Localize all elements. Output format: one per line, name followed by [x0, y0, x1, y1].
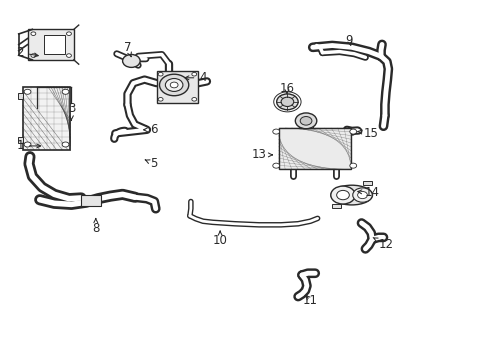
Ellipse shape: [330, 185, 372, 205]
Text: 16: 16: [279, 82, 294, 95]
Text: 9: 9: [345, 33, 352, 47]
Circle shape: [158, 98, 163, 101]
Text: 15: 15: [357, 127, 378, 140]
Text: 8: 8: [92, 219, 99, 235]
Circle shape: [62, 142, 69, 147]
Text: 14: 14: [357, 186, 379, 199]
Text: 11: 11: [302, 294, 317, 307]
Bar: [22, 87, 70, 149]
Circle shape: [276, 94, 298, 110]
Circle shape: [31, 54, 36, 57]
Circle shape: [281, 97, 293, 107]
Circle shape: [191, 98, 196, 101]
Circle shape: [31, 32, 36, 36]
Circle shape: [24, 142, 31, 147]
Circle shape: [159, 74, 188, 96]
Circle shape: [62, 89, 69, 94]
Circle shape: [295, 113, 316, 129]
Circle shape: [191, 72, 196, 76]
Text: 3: 3: [67, 102, 75, 120]
Circle shape: [66, 32, 71, 36]
Circle shape: [352, 188, 371, 202]
Text: 2: 2: [17, 46, 38, 59]
Circle shape: [158, 72, 163, 76]
Text: 1: 1: [17, 139, 41, 152]
Bar: [43, 36, 64, 54]
Circle shape: [66, 54, 71, 57]
Bar: [363, 181, 371, 185]
Text: 6: 6: [143, 123, 158, 136]
Text: 5: 5: [145, 157, 158, 170]
Bar: [81, 195, 101, 206]
Bar: [18, 137, 22, 143]
Bar: [298, 120, 313, 128]
Circle shape: [336, 190, 348, 200]
Circle shape: [24, 89, 31, 94]
Text: 13: 13: [251, 148, 272, 161]
Text: 7: 7: [123, 41, 131, 57]
Circle shape: [165, 78, 183, 91]
Bar: [278, 128, 350, 169]
Circle shape: [300, 117, 311, 125]
Text: 12: 12: [372, 238, 393, 251]
Text: 4: 4: [184, 71, 206, 84]
Circle shape: [357, 192, 366, 199]
Circle shape: [272, 129, 279, 134]
Text: 10: 10: [212, 231, 227, 247]
Bar: [157, 71, 198, 103]
Circle shape: [349, 129, 356, 134]
Circle shape: [272, 163, 279, 168]
Bar: [18, 93, 22, 99]
Circle shape: [122, 54, 140, 67]
Circle shape: [330, 186, 354, 204]
Circle shape: [170, 82, 178, 88]
Bar: [331, 204, 340, 208]
Bar: [27, 30, 74, 60]
Circle shape: [349, 163, 356, 168]
